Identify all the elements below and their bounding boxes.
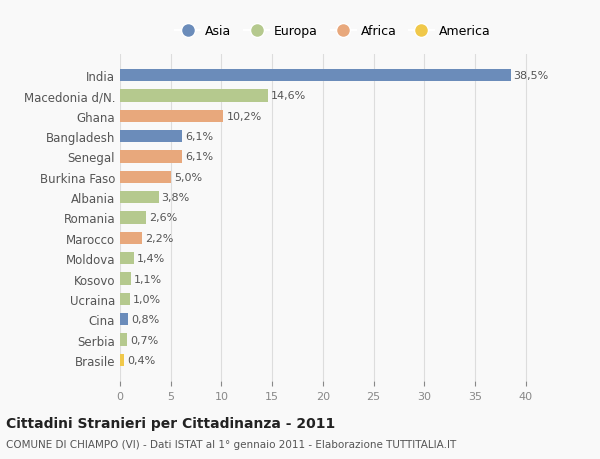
Bar xyxy=(120,313,128,325)
Bar xyxy=(120,90,268,102)
Text: 6,1%: 6,1% xyxy=(185,152,213,162)
Text: 1,0%: 1,0% xyxy=(133,294,161,304)
Bar xyxy=(120,293,130,305)
Text: 1,4%: 1,4% xyxy=(137,254,166,263)
Text: 5,0%: 5,0% xyxy=(174,173,202,182)
Text: 6,1%: 6,1% xyxy=(185,132,213,142)
Bar xyxy=(120,252,134,265)
Bar xyxy=(120,232,142,244)
Bar xyxy=(120,131,182,143)
Bar xyxy=(120,354,124,366)
Text: Cittadini Stranieri per Cittadinanza - 2011: Cittadini Stranieri per Cittadinanza - 2… xyxy=(6,416,335,430)
Bar xyxy=(120,171,171,184)
Bar xyxy=(120,334,127,346)
Text: COMUNE DI CHIAMPO (VI) - Dati ISTAT al 1° gennaio 2011 - Elaborazione TUTTITALIA: COMUNE DI CHIAMPO (VI) - Dati ISTAT al 1… xyxy=(6,440,456,449)
Legend: Asia, Europa, Africa, America: Asia, Europa, Africa, America xyxy=(169,19,497,45)
Bar xyxy=(120,111,223,123)
Bar xyxy=(120,192,158,204)
Text: 3,8%: 3,8% xyxy=(161,193,190,203)
Text: 0,7%: 0,7% xyxy=(130,335,158,345)
Bar xyxy=(120,151,182,163)
Text: 0,8%: 0,8% xyxy=(131,314,160,325)
Text: 14,6%: 14,6% xyxy=(271,91,307,101)
Text: 10,2%: 10,2% xyxy=(227,112,262,122)
Bar xyxy=(120,273,131,285)
Text: 2,6%: 2,6% xyxy=(149,213,178,223)
Text: 38,5%: 38,5% xyxy=(514,71,549,81)
Bar xyxy=(120,212,146,224)
Text: 2,2%: 2,2% xyxy=(145,233,174,243)
Bar xyxy=(120,70,511,82)
Text: 0,4%: 0,4% xyxy=(127,355,155,365)
Text: 1,1%: 1,1% xyxy=(134,274,163,284)
